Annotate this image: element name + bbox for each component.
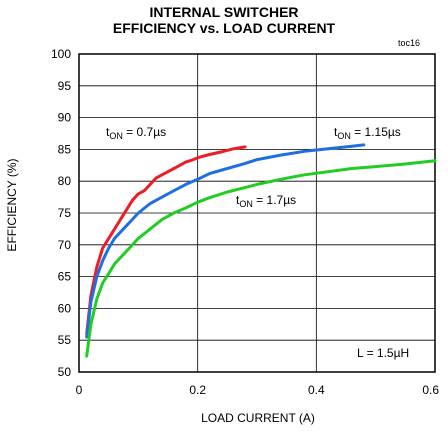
y-tick-label: 85 <box>58 142 72 156</box>
y-tick-label: 50 <box>58 365 72 379</box>
x-tick-label: 0.2 <box>189 383 206 397</box>
series-line-2 <box>85 159 437 358</box>
series-label-2: tON = 1.7µs <box>236 193 296 209</box>
series-line-0 <box>85 145 247 336</box>
grid-lines <box>79 54 435 372</box>
y-tick-label: 90 <box>58 111 72 125</box>
x-tick-label: 0.4 <box>308 383 325 397</box>
y-tick-label: 55 <box>58 333 72 347</box>
x-tick-labels: 0 0.2 0.4 0.6 <box>76 383 440 397</box>
series-lines <box>85 143 437 358</box>
chart-tag: toc16 <box>398 38 421 48</box>
y-tick-label: 65 <box>58 270 72 284</box>
y-tick-label: 60 <box>58 301 72 315</box>
inductance-note: L = 1.5µH <box>357 346 409 360</box>
y-tick-label: 75 <box>58 206 72 220</box>
plot-frame <box>78 53 436 373</box>
x-axis-label: LOAD CURRENT (A) <box>201 411 315 425</box>
y-tick-label: 95 <box>58 79 72 93</box>
chart-title-line1: INTERNAL SWITCHER <box>149 4 299 20</box>
x-tick-label: 0 <box>76 383 83 397</box>
y-tick-labels: 50 55 60 65 70 75 80 85 90 95 100 <box>51 47 71 379</box>
chart-title-line2: EFFICIENCY vs. LOAD CURRENT <box>112 20 336 36</box>
series-line-1 <box>85 143 366 339</box>
y-tick-label: 100 <box>51 47 71 61</box>
y-axis-label: EFFICIENCY (%) <box>5 158 19 251</box>
y-tick-label: 70 <box>58 238 72 252</box>
series-label-1: tON = 1.15µs <box>334 125 401 141</box>
series-label-0: tON = 0.7µs <box>106 125 166 141</box>
y-tick-label: 80 <box>58 174 72 188</box>
x-tick-label: 0.6 <box>422 383 439 397</box>
